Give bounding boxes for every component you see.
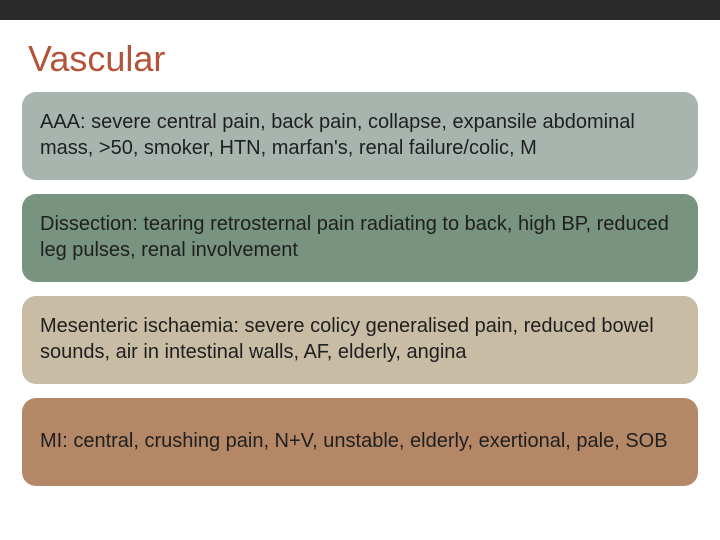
panel-text: MI: central, crushing pain, N+V, unstabl… (40, 429, 668, 455)
panel-mi: MI: central, crushing pain, N+V, unstabl… (22, 398, 698, 486)
page-title: Vascular (0, 20, 720, 92)
panel-list: AAA: severe central pain, back pain, col… (0, 92, 720, 486)
panel-text: AAA: severe central pain, back pain, col… (40, 110, 680, 161)
panel-text: Dissection: tearing retrosternal pain ra… (40, 212, 680, 263)
panel-dissection: Dissection: tearing retrosternal pain ra… (22, 194, 698, 282)
top-bar (0, 0, 720, 20)
panel-aaa: AAA: severe central pain, back pain, col… (22, 92, 698, 180)
slide: Vascular AAA: severe central pain, back … (0, 0, 720, 540)
panel-mesenteric: Mesenteric ischaemia: severe colicy gene… (22, 296, 698, 384)
panel-text: Mesenteric ischaemia: severe colicy gene… (40, 314, 680, 365)
